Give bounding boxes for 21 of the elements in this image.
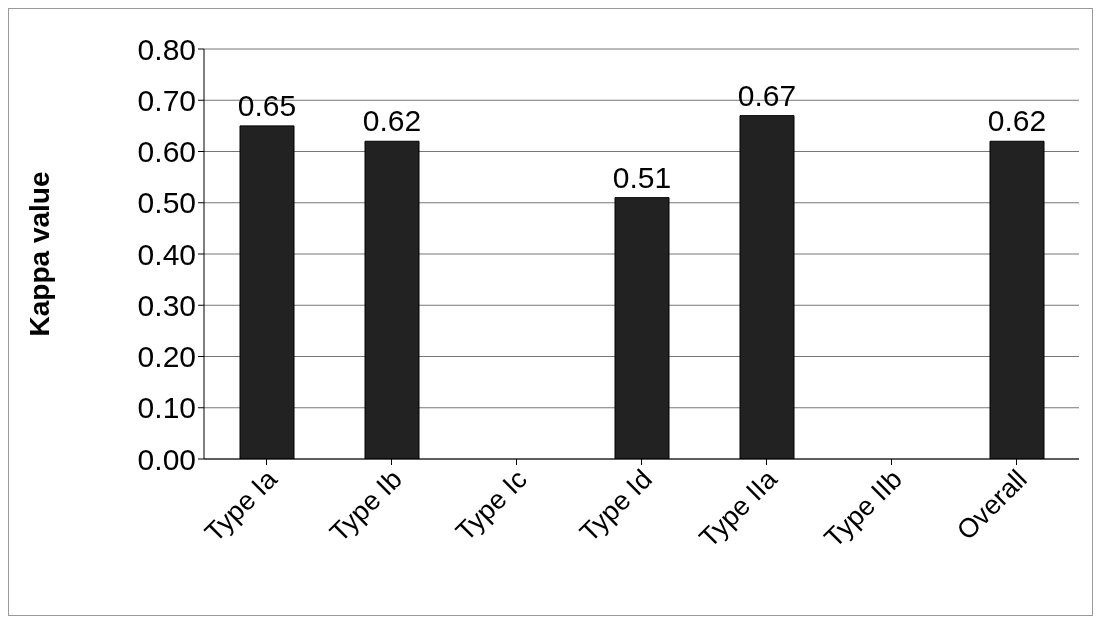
x-tick-label: Type Ic: [449, 464, 533, 547]
y-tick-label: 0.70: [137, 83, 196, 117]
y-tick-label: 0.80: [137, 32, 196, 66]
data-label: 0.65: [237, 88, 297, 122]
y-tick-label: 0.10: [137, 391, 196, 425]
x-tick-label: Type Id: [573, 464, 658, 548]
x-tick-label: Type IIb: [818, 464, 908, 554]
y-tick-label: 0.30: [137, 288, 196, 322]
data-label: 0.67: [737, 78, 797, 112]
y-tick-label: 0.60: [137, 135, 196, 169]
y-axis-title: Kappa value: [23, 171, 55, 337]
data-label: 0.62: [362, 104, 422, 138]
data-label: 0.62: [987, 104, 1047, 138]
x-tick-label: Type IIa: [693, 463, 784, 554]
y-tick-label: 0.50: [137, 186, 196, 220]
y-tick-label: 0.20: [137, 340, 196, 374]
data-label: 0.51: [612, 160, 672, 194]
y-tick-label: 0.40: [137, 237, 196, 271]
y-tick-label: 0.00: [137, 442, 196, 476]
x-tick-label: Type Ib: [323, 464, 408, 548]
x-tick-label: Type Ia: [198, 463, 284, 548]
